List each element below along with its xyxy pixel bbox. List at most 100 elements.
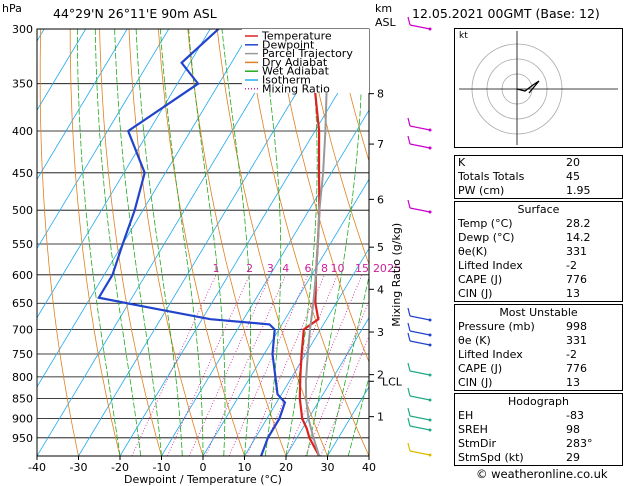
- mixing-ratio-label: 8: [321, 262, 328, 275]
- wet-adiabat-line: [306, 29, 363, 456]
- km-unit-label: km ASL: [375, 2, 396, 30]
- x-tick-label: 40: [362, 461, 376, 474]
- wind-barb-flag: [407, 417, 411, 427]
- hodograph-unit: kt: [459, 31, 468, 41]
- dry-adiabat-line: [69, 29, 121, 456]
- wind-barb-base: [428, 398, 432, 402]
- mixing-ratio-label: 10: [331, 262, 345, 275]
- lcl-label: LCL: [382, 375, 403, 388]
- legend-label: Dry Adiabat: [262, 56, 328, 69]
- most-unstable-box: Most Unstable Pressure (mb) 998 θe (K) 331 L…: [454, 304, 623, 391]
- wind-barb-flag: [407, 442, 411, 452]
- isotherm-line: [37, 29, 87, 111]
- index-row: θe (K) 331: [455, 334, 624, 348]
- index-row: Totals Totals 45: [455, 170, 624, 184]
- isotherm-line: [119, 40, 369, 456]
- index-name: EH: [458, 409, 474, 422]
- dry-adiabat-line: [128, 29, 204, 456]
- wind-barb: [409, 340, 431, 346]
- hodograph-trace: [516, 80, 540, 94]
- index-name: StmSpd (kt): [458, 451, 524, 464]
- km-tick-label: 8: [377, 88, 384, 101]
- legend-label: Temperature: [261, 30, 332, 43]
- mixing-ratio-label: 20: [373, 262, 387, 275]
- wind-barb-base: [428, 27, 432, 31]
- chart-grid: [0, 29, 369, 456]
- x-tick-label: -10: [153, 461, 171, 474]
- x-tick-label: 10: [238, 461, 252, 474]
- isotherm-line: [0, 29, 3, 456]
- asl-label: ASL: [375, 16, 396, 29]
- wind-barb-flag: [407, 322, 411, 332]
- pressure-tick-label: 300: [12, 23, 33, 36]
- pressure-tick-label: 600: [12, 269, 33, 282]
- wind-barb-flag: [407, 407, 411, 417]
- pressure-tick-label: 800: [12, 371, 33, 384]
- mixing-ratio-line: [260, 274, 338, 456]
- index-name: PW (cm): [458, 184, 505, 197]
- dry-adiabat-line: [305, 29, 369, 266]
- km-tick-label: 2: [377, 369, 384, 382]
- mixing-ratio-label: 2: [246, 262, 253, 275]
- index-value: -83: [566, 409, 584, 422]
- wind-barb-flag: [407, 387, 411, 397]
- wind-barb-flag: [407, 16, 411, 26]
- index-name: Pressure (mb): [458, 320, 535, 333]
- isotherm-line: [161, 109, 369, 456]
- legend-background: [242, 29, 369, 93]
- credit-text: © weatheronline.co.uk: [476, 467, 608, 481]
- pressure-tick-label: 850: [12, 392, 33, 405]
- index-value: 20: [566, 156, 580, 169]
- x-tick-label: -30: [70, 461, 88, 474]
- wind-barb: [409, 24, 431, 30]
- index-value: -2: [566, 348, 577, 361]
- wind-barb: [409, 425, 431, 431]
- mixing-ratio-line: [167, 274, 250, 456]
- legend-label: Dewpoint: [262, 38, 315, 51]
- dewpoint-line: [97, 29, 287, 456]
- legend-label: Parcel Trajectory: [262, 47, 353, 60]
- most-unstable-title: Most Unstable: [499, 306, 578, 319]
- mixing-ratio-line: [189, 274, 271, 456]
- km-tick-label: 6: [377, 193, 384, 206]
- pressure-unit-label: hPa: [2, 2, 22, 15]
- index-value: 283°: [566, 437, 593, 450]
- km-label: km: [375, 2, 393, 15]
- surface-title: Surface: [517, 203, 560, 216]
- isotherm-line: [202, 178, 369, 456]
- x-tick-label: -40: [28, 461, 46, 474]
- pressure-tick-label: 500: [12, 204, 33, 217]
- index-row: Temp (°C) 28.2: [455, 217, 624, 231]
- x-tick-label: -20: [111, 461, 129, 474]
- index-row: StmDir 283°: [455, 437, 624, 451]
- parcel-trajectory-line: [304, 29, 332, 456]
- isotherm-line: [37, 29, 294, 456]
- legend-label: Wet Adiabat: [262, 65, 330, 78]
- index-value: 28.2: [566, 217, 591, 230]
- pressure-tick-label: 900: [12, 413, 33, 426]
- isotherm-line: [285, 316, 369, 456]
- index-value: 29: [566, 451, 580, 464]
- wet-adiabat-line: [160, 29, 204, 456]
- surface-box: Surface Temp (°C) 28.2 Dewp (°C) 14.2 θe(K) 3…: [454, 201, 623, 302]
- index-name: SREH: [458, 423, 488, 436]
- wet-adiabat-line: [77, 29, 121, 456]
- mixing-ratio-label: 3: [267, 262, 274, 275]
- km-tick-label: 5: [377, 241, 384, 254]
- mixing-ratio-line: [286, 274, 363, 456]
- index-value: 776: [566, 273, 587, 286]
- wet-adiabat-line: [114, 29, 162, 456]
- index-value: 331: [566, 334, 587, 347]
- wind-barb: [409, 330, 431, 336]
- mixing-ratio-axis-label: Mixing Ratio (g/kg): [390, 223, 403, 327]
- wind-barb-base: [428, 318, 432, 322]
- mixing-ratio-label: 25: [387, 262, 401, 275]
- wind-barb-flag: [407, 332, 411, 342]
- index-row: CIN (J) 13: [455, 287, 624, 301]
- pressure-tick-label: 650: [12, 297, 33, 310]
- index-name: Totals Totals: [458, 170, 525, 183]
- wet-adiabat-line: [261, 29, 282, 456]
- wet-adiabat-line: [135, 29, 183, 456]
- pressure-tick-label: 350: [12, 78, 33, 91]
